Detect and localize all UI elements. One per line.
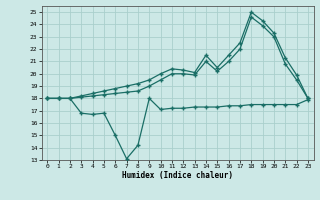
X-axis label: Humidex (Indice chaleur): Humidex (Indice chaleur) bbox=[122, 171, 233, 180]
